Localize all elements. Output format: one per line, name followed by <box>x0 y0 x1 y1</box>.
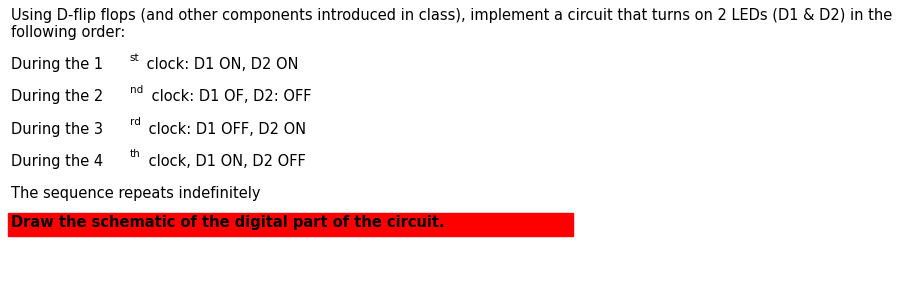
Text: clock: D1 OFF, D2 ON: clock: D1 OFF, D2 ON <box>144 121 305 136</box>
Text: st: st <box>130 53 139 63</box>
Text: The sequence repeats indefinitely: The sequence repeats indefinitely <box>11 186 260 201</box>
Text: Draw the schematic of the digital part of the circuit.: Draw the schematic of the digital part o… <box>11 215 445 230</box>
Text: During the 1: During the 1 <box>11 57 103 72</box>
Text: nd: nd <box>130 85 144 95</box>
Text: clock: D1 OF, D2: OFF: clock: D1 OF, D2: OFF <box>147 89 312 104</box>
Text: During the 4: During the 4 <box>11 154 103 169</box>
Text: During the 3: During the 3 <box>11 121 103 136</box>
Text: rd: rd <box>130 117 141 127</box>
Text: th: th <box>130 149 141 159</box>
Text: Using D-flip flops (and other components introduced in class), implement a circu: Using D-flip flops (and other components… <box>11 8 892 23</box>
Text: clock: D1 ON, D2 ON: clock: D1 ON, D2 ON <box>142 57 299 72</box>
FancyBboxPatch shape <box>8 213 574 236</box>
Text: clock, D1 ON, D2 OFF: clock, D1 ON, D2 OFF <box>144 154 305 169</box>
Text: During the 2: During the 2 <box>11 89 103 104</box>
Text: following order:: following order: <box>11 25 125 40</box>
